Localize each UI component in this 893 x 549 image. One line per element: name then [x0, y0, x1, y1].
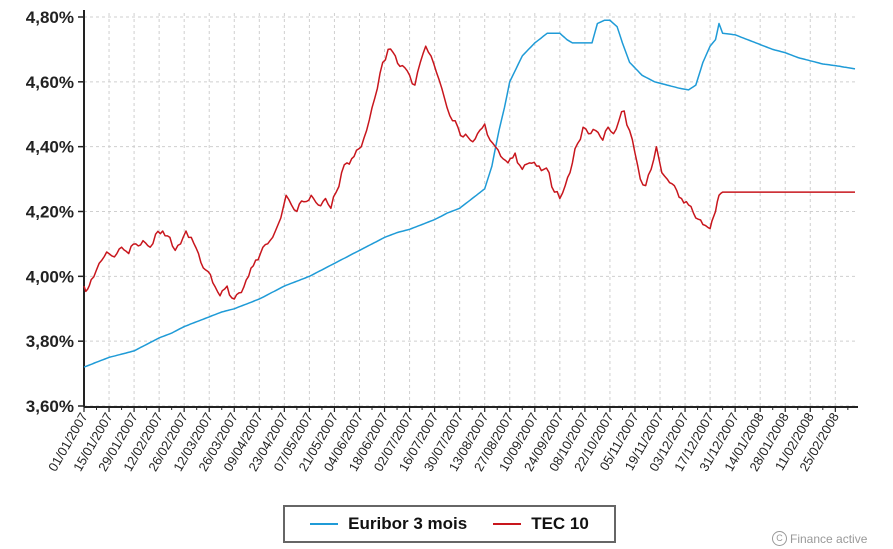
series-line-tec10 [83, 45, 855, 300]
x-tick-labels: 01/01/200715/01/200729/01/200712/02/2007… [45, 406, 849, 474]
legend-label-euribor: Euribor 3 mois [348, 514, 468, 533]
legend-swatch-euribor [310, 523, 339, 525]
watermark-text: Finance active [790, 531, 868, 546]
watermark: C Finance active [772, 531, 867, 546]
copyright-icon: C [772, 531, 787, 546]
y-tick-label: 4,40% [26, 138, 74, 157]
series-lines [83, 19, 856, 368]
y-tick-label: 4,60% [26, 73, 74, 92]
legend-item-euribor: Euribor 3 mois [310, 514, 467, 534]
axes [83, 10, 858, 408]
legend-swatch-tec10 [493, 523, 522, 525]
y-tick-label: 4,80% [26, 8, 74, 27]
legend: Euribor 3 mois TEC 10 [283, 505, 616, 543]
y-tick-labels: 3,60% 3,80% 4,00% 4,20% 4,40% 4,60% 4,80% [26, 8, 84, 416]
y-tick-label: 3,60% [26, 397, 74, 416]
series-line-euribor [83, 19, 856, 368]
legend-item-tec10: TEC 10 [493, 514, 589, 534]
y-tick-label: 3,80% [26, 332, 74, 351]
legend-label-tec10: TEC 10 [531, 514, 589, 533]
grid-lines [83, 13, 855, 407]
y-tick-label: 4,20% [26, 203, 74, 222]
y-tick-label: 4,00% [26, 267, 74, 286]
